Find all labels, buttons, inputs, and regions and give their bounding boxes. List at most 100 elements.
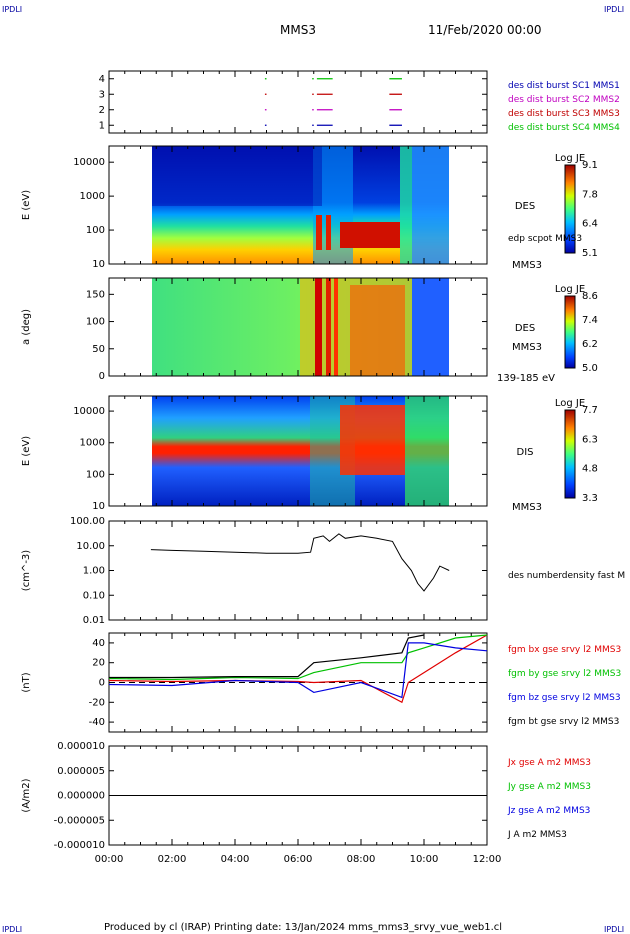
x-tick-label: 08:00 — [347, 854, 376, 865]
instrument-label: DIS — [517, 447, 534, 458]
y-tick-label: 1.00 — [83, 566, 105, 577]
legend-entry: des dist burst SC4 MMS4 — [508, 123, 620, 133]
instrument-label: DES — [515, 323, 535, 334]
legend-entry: J A m2 MMS3 — [507, 830, 567, 840]
x-tick-label: 06:00 — [284, 854, 313, 865]
y-tick-label: 100.00 — [70, 516, 105, 527]
extra-label: edp scpot MMS3 — [508, 234, 582, 244]
colorbar-tick-label: 6.3 — [582, 434, 598, 445]
field-line — [109, 634, 425, 679]
y-tick-label: -40 — [89, 717, 105, 728]
field-line — [108, 634, 488, 681]
x-tick-label: 04:00 — [221, 854, 250, 865]
colorbar-tick-label: 6.2 — [582, 339, 598, 350]
corner-mark-top-left: IPDLI — [2, 5, 22, 14]
y-tick-label: 150 — [86, 289, 105, 300]
y-tick-label: 10 — [92, 501, 105, 512]
field-line — [108, 634, 488, 704]
extra-label: 139-185 eV — [497, 373, 555, 384]
y-tick-label: 3 — [99, 89, 105, 100]
legend-entry: Jy gse A m2 MMS3 — [507, 782, 591, 792]
y-tick-label: 0 — [99, 678, 105, 689]
y-tick-label: 100 — [86, 317, 105, 328]
y-tick-label: 1000 — [80, 191, 105, 202]
spacecraft-label: MMS3 — [512, 502, 542, 513]
y-axis-label: (cm^-3) — [21, 550, 32, 591]
colorbar-title: Log JE — [555, 398, 585, 409]
des-energy-spectrogram — [152, 146, 449, 264]
colorbar-tick-label: 5.0 — [582, 363, 598, 374]
colorbar-tick-label: 5.1 — [582, 248, 598, 259]
y-tick-label: 10.00 — [76, 541, 105, 552]
x-tick-label: 02:00 — [158, 854, 187, 865]
y-axis-label: (nT) — [21, 672, 32, 692]
y-tick-label: 20 — [92, 658, 105, 669]
y-tick-label: 10000 — [73, 406, 105, 417]
y-tick-label: 40 — [92, 638, 105, 649]
field-line — [108, 642, 488, 699]
legend-entry: fgm bz gse srvy l2 MMS3 — [508, 693, 621, 703]
dis-energy-spectrogram — [152, 396, 449, 506]
y-tick-label: 0.01 — [83, 615, 105, 626]
corner-mark-bottom-left: IPDLI — [2, 925, 22, 934]
y-tick-label: 1000 — [80, 438, 105, 449]
footer-credit: Produced by cl (IRAP) Printing date: 13/… — [104, 922, 502, 933]
colorbar-tick-label: 8.6 — [582, 291, 598, 302]
colorbar-tick-label: 9.1 — [582, 160, 598, 171]
colorbar-tick-label: 7.8 — [582, 189, 598, 200]
y-tick-label: -20 — [89, 697, 105, 708]
x-tick-label: 00:00 — [95, 854, 124, 865]
spacecraft-label: MMS3 — [512, 342, 542, 353]
colorbar-tick-label: 6.4 — [582, 219, 598, 230]
density-line — [150, 533, 450, 592]
legend-entry: fgm bt gse srvy l2 MMS3 — [508, 717, 619, 727]
spacecraft-title: MMS3 — [280, 23, 316, 37]
legend-entry: Jz gse A m2 MMS3 — [507, 806, 590, 816]
colorbar-tick-label: 7.4 — [582, 315, 598, 326]
spacecraft-label: MMS3 — [512, 260, 542, 271]
y-tick-label: 0.000010 — [57, 741, 105, 752]
y-tick-label: 0.10 — [83, 590, 105, 601]
y-tick-label: 0 — [99, 371, 105, 382]
colorbar-title: Log JE — [555, 153, 585, 164]
colorbar-tick-label: 7.7 — [582, 405, 598, 416]
corner-mark-top-right: IPDLI — [604, 5, 624, 14]
x-tick-label: 12:00 — [473, 854, 502, 865]
corner-mark-bottom-right: IPDLI — [604, 925, 624, 934]
colorbar-des-pitch — [564, 295, 576, 369]
colorbar-title: Log JE — [555, 284, 585, 295]
y-tick-label: 0.000005 — [57, 766, 105, 777]
y-tick-label: 100 — [86, 469, 105, 480]
y-tick-label: -0.000010 — [54, 840, 105, 851]
legend-entry: fgm bx gse srvy l2 MMS3 — [508, 645, 621, 655]
colorbar-tick-label: 3.3 — [582, 493, 598, 504]
legend-entry: fgm by gse srvy l2 MMS3 — [508, 669, 621, 679]
y-tick-label: 100 — [86, 225, 105, 236]
y-axis-label: (A/m2) — [21, 778, 32, 812]
y-tick-label: -0.000005 — [54, 815, 105, 826]
y-axis-label: a (deg) — [21, 309, 32, 345]
y-tick-label: 4 — [99, 74, 105, 85]
x-tick-label: 10:00 — [410, 854, 439, 865]
y-tick-label: 1 — [99, 120, 105, 131]
date-title: 11/Feb/2020 00:00 — [428, 23, 542, 37]
legend-entry: des dist burst SC2 MMS2 — [508, 95, 620, 105]
colorbar-tick-label: 4.8 — [582, 464, 598, 475]
y-axis-label: E (eV) — [21, 190, 32, 220]
legend-entry: Jx gse A m2 MMS3 — [507, 758, 591, 768]
legend-entry: des numberdensity fast M — [508, 571, 625, 581]
legend-entry: des dist burst SC3 MMS3 — [508, 109, 620, 119]
y-tick-label: 10000 — [73, 157, 105, 168]
y-tick-label: 0.000000 — [57, 791, 105, 802]
colorbar-des-energy — [564, 164, 576, 254]
y-tick-label: 2 — [99, 105, 105, 116]
colorbar-dis-energy — [564, 409, 576, 499]
y-axis-label: E (eV) — [21, 436, 32, 466]
instrument-label: DES — [515, 201, 535, 212]
des-pitch-spectrogram — [152, 278, 449, 376]
y-tick-label: 50 — [92, 344, 105, 355]
legend-entry: des dist burst SC1 MMS1 — [508, 81, 620, 91]
y-tick-label: 10 — [92, 259, 105, 270]
